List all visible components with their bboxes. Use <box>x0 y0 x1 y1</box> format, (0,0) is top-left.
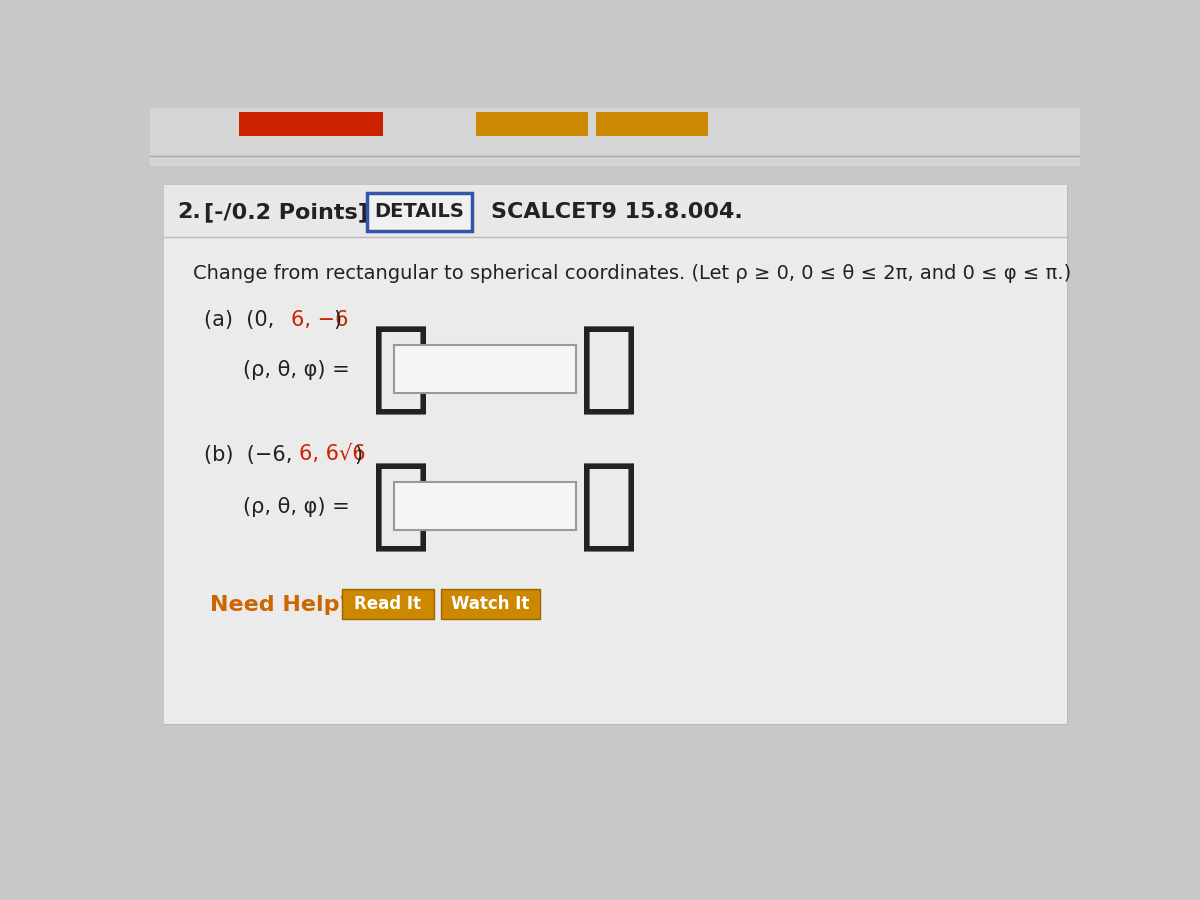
FancyBboxPatch shape <box>440 590 540 618</box>
Text: (a)  (0,: (a) (0, <box>204 310 281 329</box>
Text: ): ) <box>334 310 342 329</box>
FancyBboxPatch shape <box>394 482 576 530</box>
Text: (ρ, θ, φ) =: (ρ, θ, φ) = <box>242 497 349 517</box>
Text: 2.: 2. <box>178 202 200 222</box>
Text: [-/0.2 Points]: [-/0.2 Points] <box>204 202 368 222</box>
Text: SCALCET9 15.8.004.: SCALCET9 15.8.004. <box>491 202 743 222</box>
FancyBboxPatch shape <box>164 238 1067 724</box>
FancyBboxPatch shape <box>595 112 708 137</box>
Text: Watch It: Watch It <box>451 595 529 613</box>
FancyBboxPatch shape <box>164 185 1067 724</box>
FancyBboxPatch shape <box>150 108 1080 166</box>
Text: Change from rectangular to spherical coordinates. (Let ρ ≥ 0, 0 ≤ θ ≤ 2π, and 0 : Change from rectangular to spherical coo… <box>193 264 1070 283</box>
FancyBboxPatch shape <box>394 346 576 393</box>
FancyBboxPatch shape <box>239 112 383 137</box>
Text: 〉: 〉 <box>580 321 640 419</box>
Text: 〈: 〈 <box>371 321 431 419</box>
Text: 6, −6: 6, −6 <box>292 310 348 329</box>
Text: 6, 6√6: 6, 6√6 <box>299 445 366 464</box>
FancyBboxPatch shape <box>164 185 1067 238</box>
FancyBboxPatch shape <box>342 590 433 618</box>
Text: (ρ, θ, φ) =: (ρ, θ, φ) = <box>242 360 349 380</box>
FancyBboxPatch shape <box>475 112 588 137</box>
Text: Need Help?: Need Help? <box>210 595 353 615</box>
Text: (b)  (−6,: (b) (−6, <box>204 445 299 464</box>
FancyBboxPatch shape <box>367 193 472 231</box>
Text: Read It: Read It <box>354 595 421 613</box>
Text: 〈: 〈 <box>371 458 431 555</box>
Text: DETAILS: DETAILS <box>374 202 464 221</box>
Text: 〉: 〉 <box>580 458 640 555</box>
Text: ): ) <box>355 445 362 464</box>
